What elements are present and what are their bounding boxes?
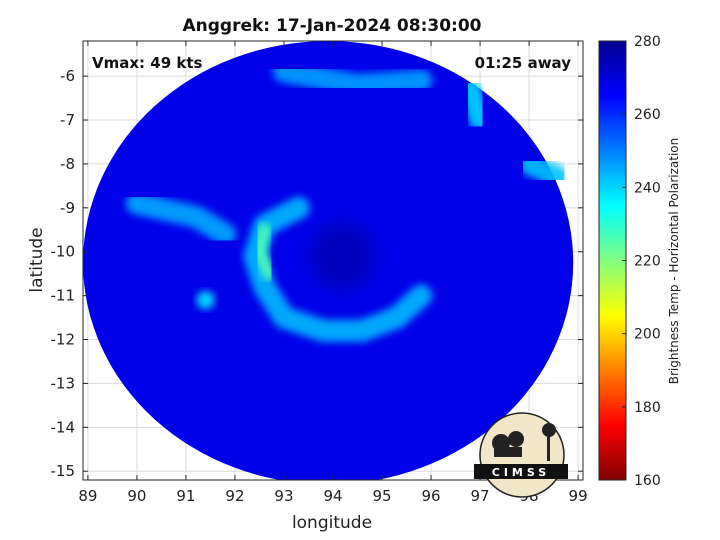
y-tick-label: -10 (51, 243, 76, 261)
x-tick-label: 93 (274, 487, 293, 505)
chart-title: Anggrek: 17-Jan-2024 08:30:00 (182, 16, 481, 36)
colorbar-tick-label: 260 (634, 107, 661, 123)
y-tick-label: -8 (60, 155, 75, 173)
colorbar-title: Brightness Temp - Horizontal Polarizatio… (667, 138, 681, 385)
x-tick-label: 97 (471, 487, 490, 505)
feature-north-convection (272, 60, 433, 96)
x-tick-label: 91 (176, 487, 195, 505)
y-tick-label: -6 (60, 67, 75, 85)
x-tick-label: 99 (569, 487, 588, 505)
colorbar-tick-label: 220 (634, 254, 661, 270)
y-tick-label: -15 (51, 462, 76, 480)
swath-features (125, 60, 570, 342)
feature-east-band (518, 152, 570, 189)
y-tick-label: -7 (60, 111, 75, 129)
colorbar-tick-label: 280 (634, 34, 661, 50)
y-axis-title: latitude (27, 227, 47, 292)
colorbar-tick-label: 240 (634, 180, 661, 196)
x-tick-label: 95 (372, 487, 391, 505)
feature-northeast-convection (459, 78, 492, 132)
x-axis: 8990919293949596979899 (78, 41, 588, 505)
swath-layer (83, 41, 574, 480)
y-tick-label: -11 (51, 287, 76, 305)
y-tick-label: -12 (51, 331, 76, 349)
colorbar (598, 40, 627, 481)
colorbar-tick-label: 160 (634, 473, 661, 489)
feature-cell-south-west (196, 291, 215, 310)
colorbar-tick-label: 180 (634, 400, 661, 416)
x-tick-label: 89 (78, 487, 97, 505)
x-tick-label: 92 (225, 487, 244, 505)
feature-rainband-core-yellow (252, 222, 277, 281)
colorbar-ticks: 280 260 240 220 200 180 160 (622, 34, 661, 489)
x-tick-label: 94 (323, 487, 342, 505)
vmax-label: Vmax: 49 kts (92, 54, 202, 72)
x-tick-label: 96 (421, 487, 440, 505)
logo-text: CIMSS (492, 466, 550, 479)
cimss-logo: CIMSS (474, 412, 568, 498)
feature-eye (308, 222, 377, 291)
logo-tower-icon (547, 433, 550, 461)
y-tick-label: -9 (60, 199, 75, 217)
x-axis-title: longitude (292, 513, 372, 533)
y-tick-label: -14 (51, 418, 76, 436)
y-axis: -6 -7 -8 -9 -10 -11 -12 -13 -14 -15 (51, 67, 583, 480)
colorbar-tick-label: 200 (634, 327, 661, 343)
y-tick-label: -13 (51, 374, 76, 392)
feature-outer-band-west (125, 192, 237, 246)
time-offset-label: 01:25 away (475, 54, 572, 72)
x-tick-label: 90 (127, 487, 146, 505)
